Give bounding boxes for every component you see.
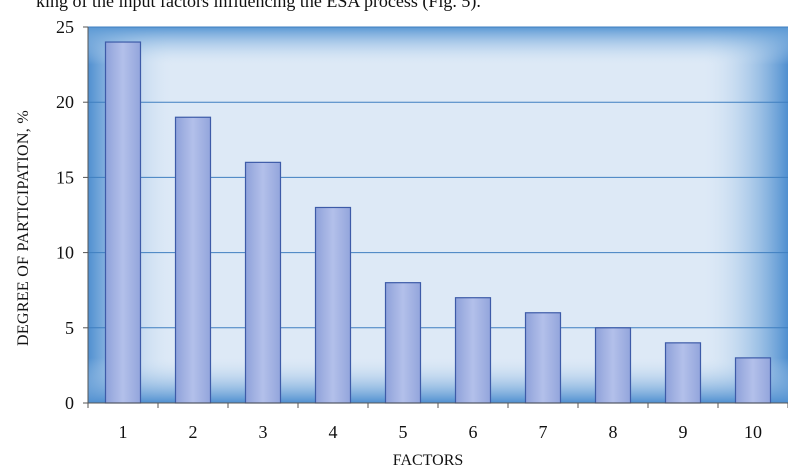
x-tick-label-9: 9 [679, 422, 688, 442]
x-tick-label-10: 10 [744, 422, 762, 442]
y-tick-label-15: 15 [56, 167, 74, 187]
bar-7 [524, 312, 562, 404]
x-tick-label-1: 1 [119, 422, 128, 442]
bar-3 [244, 161, 282, 404]
x-tick-label-6: 6 [469, 422, 478, 442]
y-tick-label-0: 0 [65, 393, 74, 413]
bar-8 [594, 327, 632, 404]
y-tick-labels: 0 5 10 15 20 25 [56, 17, 74, 413]
bar-2 [174, 116, 212, 404]
bar-10 [734, 357, 772, 404]
grid-lines [88, 26, 788, 329]
bar-1 [104, 41, 142, 404]
caption-text: king of the input factors influencing th… [36, 0, 481, 11]
y-tick-label-25: 25 [56, 17, 74, 37]
x-tick-label-7: 7 [539, 422, 548, 442]
x-tick-label-8: 8 [609, 422, 618, 442]
x-tick-label-4: 4 [329, 422, 338, 442]
x-tick-label-2: 2 [189, 422, 198, 442]
x-tick-label-3: 3 [259, 422, 268, 442]
bar-4 [314, 206, 352, 404]
y-tick-label-20: 20 [56, 92, 74, 112]
y-axis-label: DEGREE OF PARTICIPATION, % [15, 110, 32, 346]
axes [83, 26, 788, 408]
bar-9 [664, 342, 702, 404]
bar-5 [384, 282, 422, 404]
x-axis-label: FACTORS [392, 452, 464, 469]
y-tick-label-10: 10 [56, 243, 74, 263]
x-tick-label-5: 5 [399, 422, 408, 442]
y-tick-label-5: 5 [65, 318, 74, 338]
x-tick-labels: 1 2 3 4 5 6 7 8 9 10 [119, 422, 763, 442]
bar-6 [454, 297, 492, 404]
